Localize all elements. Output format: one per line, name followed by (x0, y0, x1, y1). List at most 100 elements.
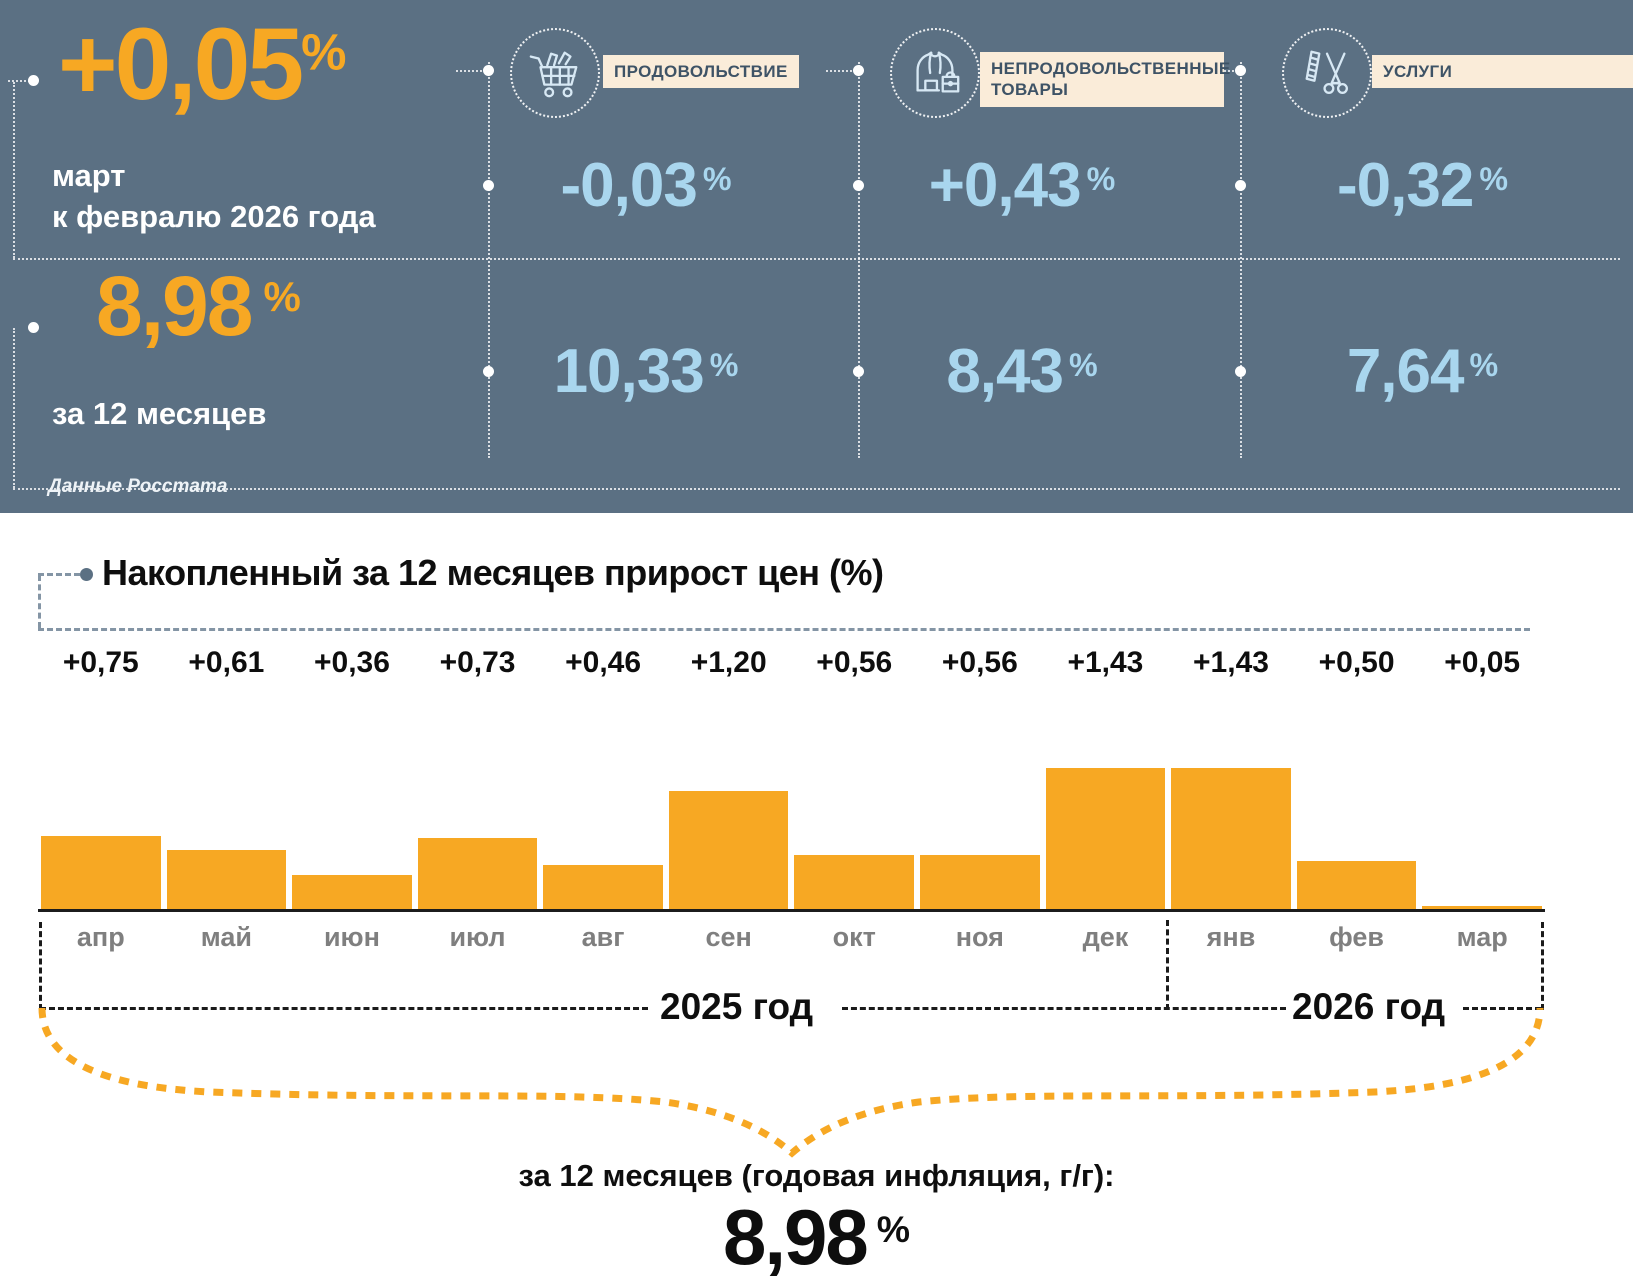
percent-sign: % (1086, 160, 1116, 197)
category-nonfood-label: НЕПРОДОВОЛЬСТВЕННЫЕ ТОВАРЫ (980, 52, 1230, 107)
annual-inflation-number: 8,98 (96, 259, 253, 353)
month-label: ноя (955, 922, 1004, 952)
month-label: мар (1456, 922, 1508, 952)
year-dashed-line (842, 1007, 1286, 1010)
annual-inflation-value: 8,98% (96, 258, 301, 355)
percent-sign: % (709, 346, 739, 383)
category-food-monthly: -0,03% (560, 151, 732, 220)
month-label: янв (1206, 922, 1256, 952)
percent-sign: % (876, 1207, 911, 1250)
bar-апр (41, 836, 161, 911)
year-separator-dashed (1166, 920, 1169, 1010)
bar-дек (1045, 768, 1166, 911)
bar-value-label: +1,43 (1067, 646, 1144, 679)
monthly-inflation-value: +0,05% (58, 6, 346, 123)
year-dashed-line (40, 1007, 648, 1010)
category-services-monthly: -0,32% (1337, 151, 1508, 220)
month-label: июл (449, 922, 506, 952)
percent-sign: % (1069, 346, 1098, 383)
marker-dot (1235, 65, 1246, 76)
annual-period-label: за 12 месяцев (52, 396, 267, 431)
dotted-connector (826, 70, 852, 72)
dotted-connector (8, 80, 30, 82)
bar-value-labels-row: +0,75 +0,61 +0,36 +0,73 +0,46 +1,20 +0,56 +0,56… (38, 646, 1545, 686)
monthly-inflation-number: +0,05 (58, 7, 304, 121)
marker-dot (853, 366, 864, 377)
dotted-border (13, 328, 15, 488)
marker-dot (483, 65, 494, 76)
bar-авг (543, 865, 663, 911)
percent-sign: % (301, 23, 347, 81)
annual-inflation-caption: за 12 месяцев (годовая инфляция, г/г): (518, 1158, 1115, 1193)
month-label: авг (581, 922, 625, 952)
bar-value-label: +0,73 (439, 646, 516, 679)
year-2026-label: 2026 год (1292, 986, 1446, 1027)
category-nonfood-annual: 8,43% (946, 337, 1098, 406)
axis-start-dashed-mark (39, 922, 42, 1010)
marker-dot (483, 366, 494, 377)
bar-value-label: +0,36 (313, 646, 390, 679)
bar-июл (417, 838, 538, 911)
percent-sign: % (1469, 346, 1499, 383)
bar-ноя (920, 855, 1040, 911)
category-services-label: УСЛУГИ (1372, 55, 1633, 89)
title-bullet-dot (80, 568, 93, 581)
category-icon-circle (510, 28, 600, 118)
bar-мар (1422, 906, 1542, 911)
category-nonfood-monthly: +0,43% (928, 151, 1116, 220)
shopping-cart-icon (529, 51, 578, 98)
year-dashed-line (1463, 1007, 1541, 1010)
bar-value-label: +0,56 (941, 646, 1018, 679)
month-label: фев (1329, 922, 1385, 952)
year-2025-label: 2025 год (660, 986, 814, 1027)
category-services: УСЛУГИ -0,32% 7,64% (1212, 0, 1633, 513)
category-nonfood: НЕПРОДОВОЛЬСТВЕННЫЕ ТОВАРЫ +0,43% 8,43% (832, 0, 1230, 513)
brace-annotation (38, 1007, 1544, 1158)
category-icon-circle (890, 28, 980, 118)
title-bracket-side (38, 575, 41, 628)
marker-dot (853, 180, 864, 191)
bar-окт (794, 855, 915, 911)
month-labels-row: апр май июн июл авг сен окт ноя дек янв фев мар (38, 922, 1545, 958)
title-underline-dashed (38, 628, 1530, 631)
header-panel: +0,05% март к февралю 2026 года 8,98% за… (0, 0, 1633, 513)
percent-sign: % (263, 272, 301, 320)
percent-sign: % (702, 160, 732, 197)
category-food: ПРОДОВОЛЬСТВИЕ -0,03% 10,33% (460, 0, 832, 513)
marker-dot (853, 65, 864, 76)
marker-dot (483, 180, 494, 191)
marker-dot (1235, 180, 1246, 191)
month-label: май (200, 922, 252, 952)
month-label: сен (705, 922, 752, 952)
category-food-label: ПРОДОВОЛЬСТВИЕ (603, 55, 799, 89)
annual-inflation-total: 8,98% (722, 1193, 911, 1281)
bar-фев (1296, 861, 1417, 911)
bar-июн (292, 875, 412, 911)
bar-value-label: +0,46 (565, 646, 642, 679)
bar-май (166, 850, 287, 911)
bar-сен (668, 791, 789, 911)
axis-end-dashed-mark (1541, 922, 1544, 1010)
bar-value-label: +0,05 (1444, 646, 1521, 679)
dotted-border (488, 62, 490, 458)
marker-dot (28, 75, 39, 86)
marker-dot (28, 322, 39, 333)
scissors-comb-icon (1305, 50, 1348, 94)
dotted-border (858, 62, 860, 458)
bar-value-label: +0,50 (1318, 646, 1395, 679)
data-source-note: Данные Росстата (48, 476, 228, 497)
bar-value-label: +0,61 (188, 646, 265, 679)
bar-value-label: +1,20 (690, 646, 767, 679)
bar-value-label: +0,56 (816, 646, 893, 679)
dotted-separator-row2 (13, 488, 1620, 490)
dotted-connector (456, 70, 482, 72)
marker-dot (1235, 366, 1246, 377)
month-label: апр (76, 922, 125, 952)
bar-value-label: +0,75 (62, 646, 139, 679)
percent-sign: % (1479, 160, 1508, 197)
month-label: дек (1082, 922, 1129, 952)
month-label: окт (832, 922, 876, 952)
category-icon-circle (1282, 28, 1372, 118)
bar-chart (38, 766, 1545, 911)
chart-baseline (38, 909, 1545, 912)
